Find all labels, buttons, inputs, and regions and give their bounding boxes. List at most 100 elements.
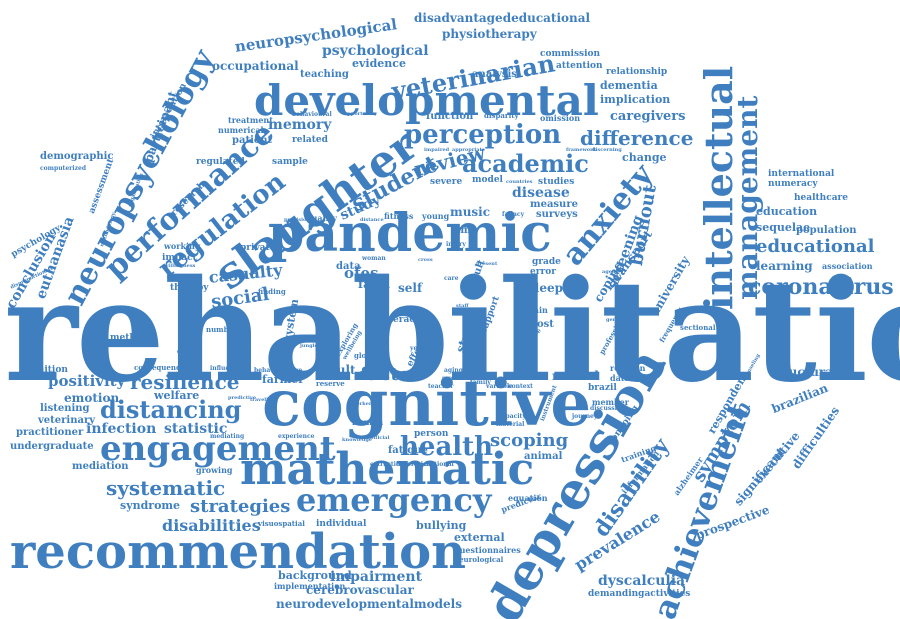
word-disease: disease [512, 185, 570, 201]
word-infection: infection [86, 421, 157, 437]
word-evidence: evidence [352, 57, 406, 70]
word-willingness: willingness [164, 263, 196, 269]
word-studies: studies [538, 177, 575, 187]
word-fitness: fitness [384, 211, 414, 221]
word-external: external [454, 531, 505, 544]
word-mental: mental [552, 369, 599, 383]
word-listening: listening [40, 403, 90, 414]
word-emotion: emotion [64, 391, 120, 405]
word-neurological: neurological [454, 555, 504, 564]
word-present: present [476, 261, 498, 267]
word-regulated: regulated [196, 157, 245, 167]
word-disadvantagededucational: disadvantagededucational [414, 11, 591, 25]
word-engagement: engagement [100, 429, 336, 469]
word-function: function [426, 111, 474, 122]
word-emotional: emotional [420, 461, 454, 468]
word-mediating: mediating [210, 433, 245, 440]
word-welfare: welfare [154, 389, 200, 402]
word-self: self [398, 281, 423, 295]
word-member: member [592, 397, 629, 407]
word-educational: educational [756, 236, 875, 257]
word-psychological: psychological [322, 43, 429, 59]
word-database: database [610, 373, 651, 383]
word-official: official [370, 435, 390, 441]
word-memory: memory [268, 117, 332, 133]
word-dementia: dementia [600, 79, 658, 92]
word-animal: animal [524, 451, 563, 462]
word-caregivers: caregivers [610, 109, 686, 124]
word-academic: academic [462, 149, 589, 178]
word-context: context [508, 383, 533, 390]
word-coronavirus: coronavirus [748, 274, 894, 300]
word-numerical: numerical [218, 125, 264, 135]
word-secondary: secondary [442, 375, 471, 381]
word-growing: growing [196, 465, 233, 475]
word-journey: journey [572, 413, 598, 420]
word-health: health [400, 432, 494, 462]
word-patient: patient [232, 135, 273, 146]
word-analysis: analysis [472, 69, 517, 80]
word-numeracy: numeracy [768, 179, 818, 189]
word-positive: positive [276, 367, 303, 374]
word-implementation: implementation [274, 581, 346, 591]
word-measure: measure [530, 199, 578, 210]
word-demandingactivities: demandingactivities [588, 589, 691, 599]
word-cognition: cognition [20, 365, 68, 375]
word-omission: omission [540, 113, 581, 123]
word-consequence: consequence [134, 363, 185, 372]
word-treatment: treatment [228, 115, 273, 125]
word-pandemic: pandemic [268, 203, 552, 264]
word-association: association [822, 261, 873, 271]
word-countries: countries [506, 179, 533, 185]
word-statistic: statistic [164, 421, 228, 437]
word-positivity: positivity [48, 372, 126, 390]
word-behavioral: behavioral [254, 367, 290, 374]
word-practitioner: practitioner [16, 427, 84, 438]
word-number: number [206, 325, 237, 334]
word-fallacy: fallacy [502, 211, 525, 218]
word-aged: aged [602, 269, 616, 275]
word-care: care [444, 275, 459, 282]
word-implication: implication [600, 93, 671, 106]
word-impaired: impaired [424, 147, 450, 153]
word-model: model [472, 175, 503, 185]
word-change: change [622, 151, 667, 164]
word-ofes: ofes [344, 264, 379, 282]
word-demographic: demographic [40, 151, 114, 162]
word-developmental: developmental [254, 76, 599, 125]
word-brazil: brazil [588, 383, 617, 393]
word-distance: distance [360, 217, 384, 223]
word-experience: experience [278, 433, 315, 440]
word-variable: variable [486, 383, 513, 390]
word-surveys: surveys [536, 209, 578, 220]
word-family: family [470, 379, 491, 386]
word-extraction: extraction [370, 461, 405, 468]
word-severe: severe [430, 177, 463, 187]
word-cattle: cattle [506, 369, 545, 383]
word-resilience: resilience [130, 370, 240, 394]
word-capacity: capacity [498, 413, 526, 420]
word-quality: quality [306, 213, 338, 223]
word-perception: perception [404, 120, 562, 150]
word-farm: farm [358, 277, 390, 291]
word-structural: structural [770, 365, 838, 379]
word-worker: worker [352, 401, 372, 407]
word-factor: factor [360, 364, 421, 385]
word-impact: impact [162, 253, 197, 263]
word-education: education [756, 205, 818, 218]
word-neurodevelopmentalmodels: neurodevelopmentalmodels [276, 597, 462, 611]
word-cerebrovascular: cerebrovascular [306, 583, 414, 597]
word-sectional: sectional [680, 323, 716, 332]
word-influence: influence [210, 365, 242, 372]
word-dyscalculia: dyscalculia [598, 573, 686, 589]
word-veterinary: veterinary [38, 415, 96, 426]
word-disabilities: disabilities [162, 516, 261, 535]
word-staff: staff [456, 303, 469, 309]
word-emergency: emergency [296, 481, 492, 519]
word-learning: learning [756, 259, 813, 273]
word-gender: gender [606, 317, 626, 323]
word-injury: injury [446, 241, 466, 248]
word-sequelae: sequelae [756, 221, 811, 234]
word-equation: equation [508, 493, 548, 503]
word-systematic: systematic [106, 476, 226, 500]
